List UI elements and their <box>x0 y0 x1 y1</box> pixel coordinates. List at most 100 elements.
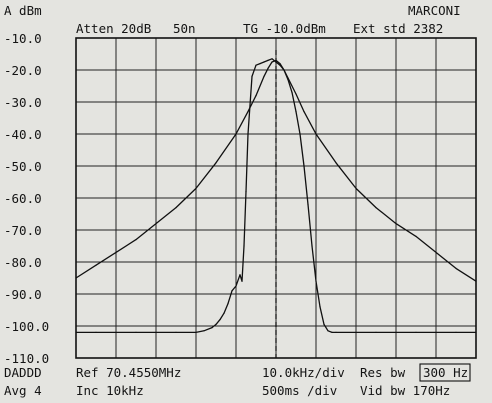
hdiv-label: 10.0kHz/div <box>262 365 345 380</box>
trace-point-1 <box>271 61 273 63</box>
trace-point-1 <box>135 239 137 241</box>
atten-label: Atten 20dB <box>76 21 151 36</box>
trace-point-2 <box>327 330 329 332</box>
trace-point-2 <box>195 331 197 333</box>
trace-point-2 <box>235 285 237 287</box>
vid-bw-label: Vid bw 170Hz <box>360 383 450 398</box>
trace-point-2 <box>231 290 233 292</box>
trace-point-2 <box>271 58 273 60</box>
sweep-n-label: 50n <box>173 21 196 36</box>
trace-point-1 <box>115 251 117 253</box>
y-tick-label: -30.0 <box>4 95 42 110</box>
trace-point-1 <box>95 264 97 266</box>
avg-label: Avg 4 <box>4 383 42 398</box>
trace-point-2 <box>255 64 257 66</box>
y-unit-label: A dBm <box>4 3 42 18</box>
trace-point-1 <box>155 223 157 225</box>
trace-point-2 <box>415 331 417 333</box>
trace-point-2 <box>227 303 229 305</box>
trace-point-2 <box>175 331 177 333</box>
y-tick-label: -50.0 <box>4 159 42 174</box>
y-tick-label: -60.0 <box>4 191 42 206</box>
trace-point-1 <box>455 267 457 269</box>
trace-point-2 <box>475 331 477 333</box>
trace-point-1 <box>247 111 249 113</box>
trace-point-1 <box>75 277 77 279</box>
y-tick-label: -20.0 <box>4 63 42 78</box>
trace-point-1 <box>315 133 317 135</box>
trace-point-1 <box>415 235 417 237</box>
res-bw-box <box>419 363 471 382</box>
sweep-label: 500ms /div <box>262 383 337 398</box>
brand-label: MARCONI <box>408 3 461 18</box>
y-tick-label: -10.0 <box>4 31 42 46</box>
trace-point-2 <box>247 133 249 135</box>
trace-point-2 <box>355 331 357 333</box>
trace-point-2 <box>95 331 97 333</box>
trace-point-2 <box>275 61 277 63</box>
trace-point-1 <box>355 187 357 189</box>
trace-point-2 <box>311 245 313 247</box>
trace-point-1 <box>335 162 337 164</box>
y-tick-label: -80.0 <box>4 255 42 270</box>
trace-point-2 <box>435 331 437 333</box>
trace-point-2 <box>303 165 305 167</box>
trace-point-1 <box>295 93 297 95</box>
y-tick-labels: -10.0 -20.0 -30.0 -40.0 -50.0 -60.0 -70.0 -80.0… <box>4 31 49 366</box>
trace-point-1 <box>235 133 237 135</box>
y-tick-label: -110.0 <box>4 351 49 366</box>
trace-point-2 <box>291 91 293 93</box>
trace-point-2 <box>279 64 281 66</box>
y-tick-label: -40.0 <box>4 127 42 142</box>
y-tick-label: -90.0 <box>4 287 42 302</box>
trace-point-1 <box>375 207 377 209</box>
trace-point-2 <box>223 312 225 314</box>
y-tick-label: -100.0 <box>4 319 49 334</box>
trace-point-2 <box>319 306 321 308</box>
trace-point-1 <box>263 75 265 77</box>
y-tick-label: -70.0 <box>4 223 42 238</box>
trace-point-1 <box>267 67 269 69</box>
trace-point-2 <box>239 274 241 276</box>
trace-point-2 <box>267 59 269 62</box>
trace-point-2 <box>251 75 253 77</box>
trace-point-2 <box>331 331 333 333</box>
trace-point-2 <box>215 323 217 325</box>
trace-point-2 <box>299 133 301 135</box>
tg-label: TG -10.0dBm <box>243 21 326 36</box>
trace-point-1 <box>279 63 281 65</box>
trace-point-2 <box>375 331 377 333</box>
trace-point-2 <box>211 327 213 329</box>
inc-label: Inc 10kHz <box>76 383 144 398</box>
trace-point-2 <box>245 191 247 193</box>
trace-point-2 <box>335 331 337 333</box>
trace-point-1 <box>275 59 277 62</box>
trace-point-2 <box>115 331 117 333</box>
trace-point-2 <box>283 69 285 71</box>
res-bw-value: 300 Hz <box>423 365 468 380</box>
trace-point-2 <box>295 111 297 113</box>
trace-point-2 <box>135 331 137 333</box>
trace-point-2 <box>263 61 265 63</box>
traces <box>75 50 477 358</box>
ext-label: Ext std 2382 <box>353 21 443 36</box>
trace-point-2 <box>259 63 261 65</box>
trace-point-2 <box>219 319 221 321</box>
trace-point-1 <box>175 207 177 209</box>
trace-point-1 <box>195 187 197 189</box>
trace-point-1 <box>435 251 437 253</box>
mode-label: DADDD <box>4 365 42 380</box>
trace-point-2 <box>75 331 77 333</box>
ref-label: Ref 70.4550MHz <box>76 365 181 380</box>
trace-point-2 <box>155 331 157 333</box>
trace-point-1 <box>215 162 217 164</box>
res-bw-label: Res bw <box>360 365 406 380</box>
trace-point-2 <box>323 323 325 325</box>
trace-point-2 <box>241 280 243 282</box>
trace-point-2 <box>287 79 289 81</box>
trace-point-2 <box>243 245 245 247</box>
trace-point-1 <box>303 111 305 113</box>
trace-point-1 <box>395 223 397 225</box>
trace-point-2 <box>315 280 317 282</box>
